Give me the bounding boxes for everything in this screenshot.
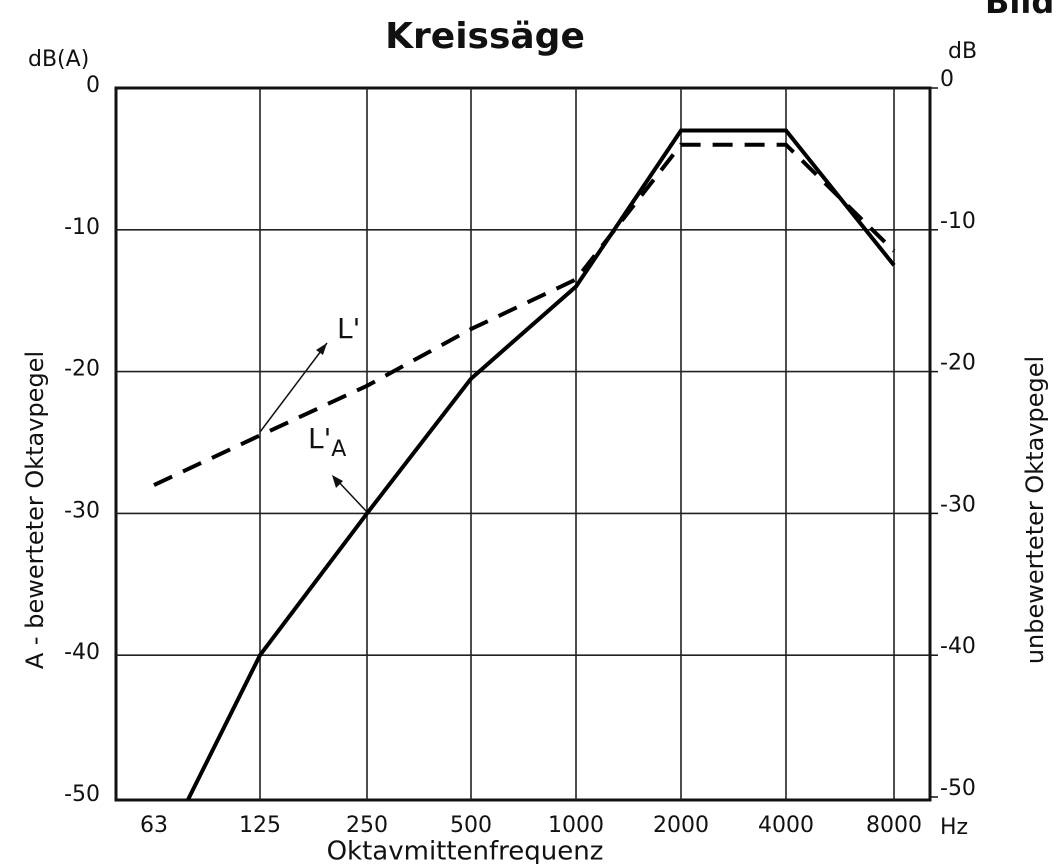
y2-unit: dB bbox=[948, 39, 977, 64]
y-tick-label: -30 bbox=[64, 498, 100, 523]
series-line bbox=[153, 142, 896, 487]
y2-tick-label: -40 bbox=[940, 634, 976, 659]
annotation-arrow bbox=[259, 342, 328, 433]
annotation: L'A bbox=[308, 422, 346, 462]
y2-tick-label: -10 bbox=[940, 209, 976, 234]
y2-tick-label: -50 bbox=[940, 776, 976, 801]
y2-tick-label: -20 bbox=[940, 351, 976, 376]
y-tick-label: -10 bbox=[64, 215, 100, 240]
arrow-head bbox=[332, 475, 343, 488]
x-tick-label: 4000 bbox=[758, 813, 814, 838]
plot-lines bbox=[153, 128, 896, 800]
annotation: L' bbox=[337, 312, 360, 345]
x-tick-label: 500 bbox=[450, 813, 492, 838]
plot-frame bbox=[114, 86, 932, 802]
x-tick-label: 125 bbox=[239, 813, 281, 838]
annotation-text: L' bbox=[337, 312, 360, 345]
y-tick-label: -40 bbox=[64, 640, 100, 665]
annotation-text: L' bbox=[308, 422, 331, 455]
y-tick-label: 0 bbox=[86, 73, 100, 98]
x-tick-label: 2000 bbox=[653, 813, 709, 838]
x-tick-label: 63 bbox=[140, 813, 168, 838]
x-axis-title: Oktavmittenfrequenz bbox=[327, 837, 604, 864]
x-tick-label: 8000 bbox=[866, 813, 922, 838]
chart-title: Kreissäge bbox=[385, 16, 585, 57]
annotation-sub: A bbox=[331, 437, 346, 462]
y-unit: dB(A) bbox=[28, 47, 89, 72]
y-tick-label: -50 bbox=[64, 782, 100, 807]
y2-tick-label: 0 bbox=[940, 67, 954, 92]
y2-tick-label: -30 bbox=[940, 492, 976, 517]
arrow-head bbox=[316, 343, 327, 355]
y-axis-title: A - bewerteter Oktavpegel bbox=[21, 351, 49, 669]
corner-label: Bild bbox=[985, 0, 1054, 21]
x-tick-label: 1000 bbox=[548, 813, 604, 838]
y-tick-label: -20 bbox=[64, 357, 100, 382]
x-tick-label: 250 bbox=[346, 813, 388, 838]
x-unit: Hz bbox=[940, 815, 968, 840]
y2-axis-title: unbewerteter Oktavpegel bbox=[1021, 356, 1049, 664]
series-line bbox=[185, 128, 896, 800]
